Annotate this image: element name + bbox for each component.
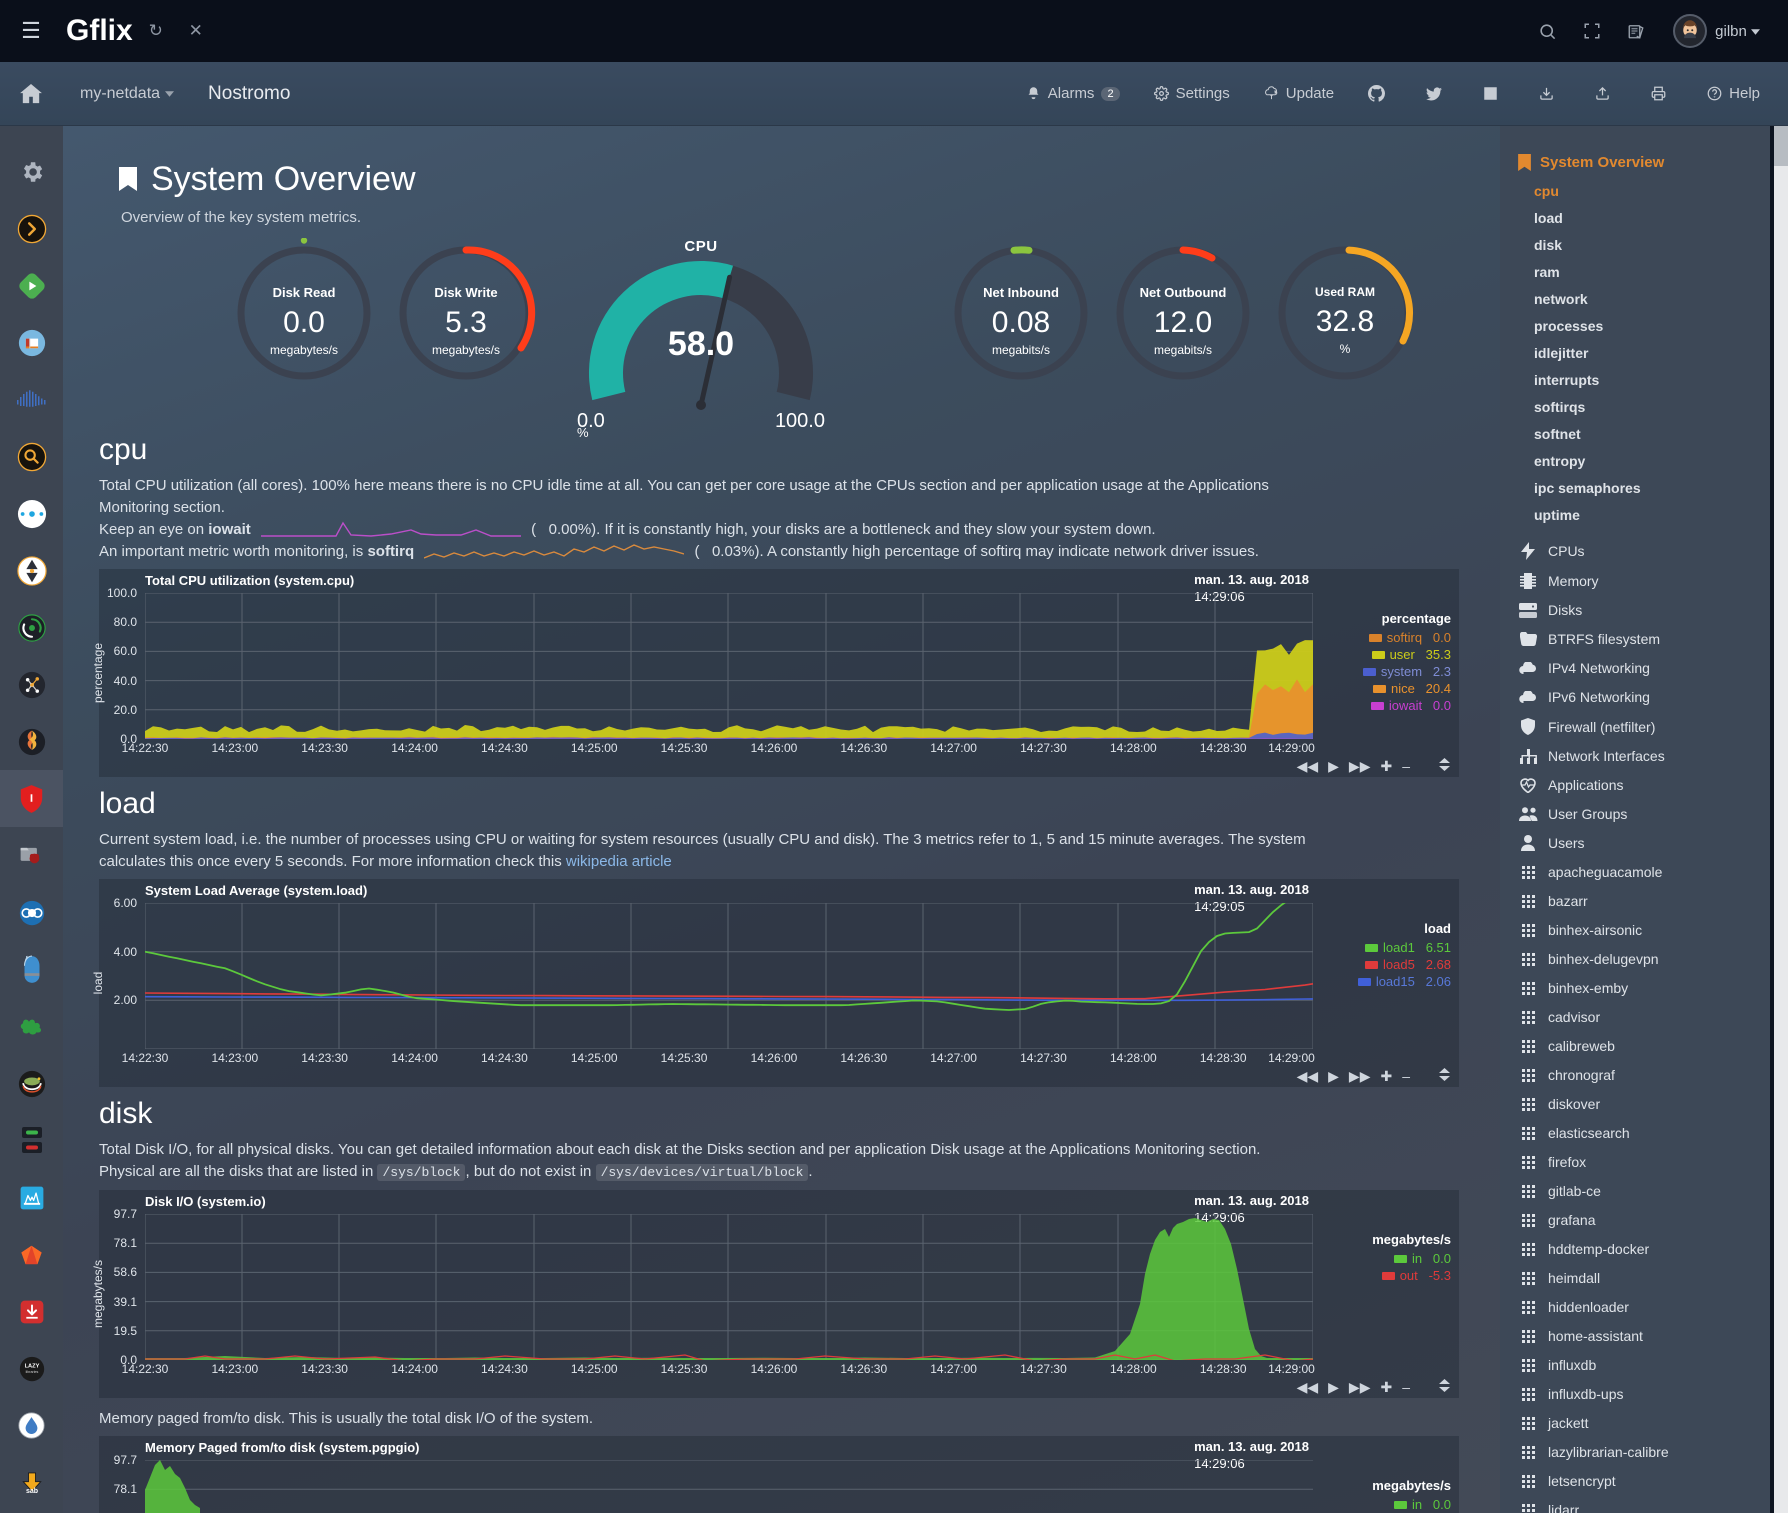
svg-text:sab: sab: [25, 1488, 37, 1494]
svg-text:LAZY: LAZY: [24, 1363, 39, 1369]
svg-text:libraries: libraries: [25, 1370, 38, 1374]
